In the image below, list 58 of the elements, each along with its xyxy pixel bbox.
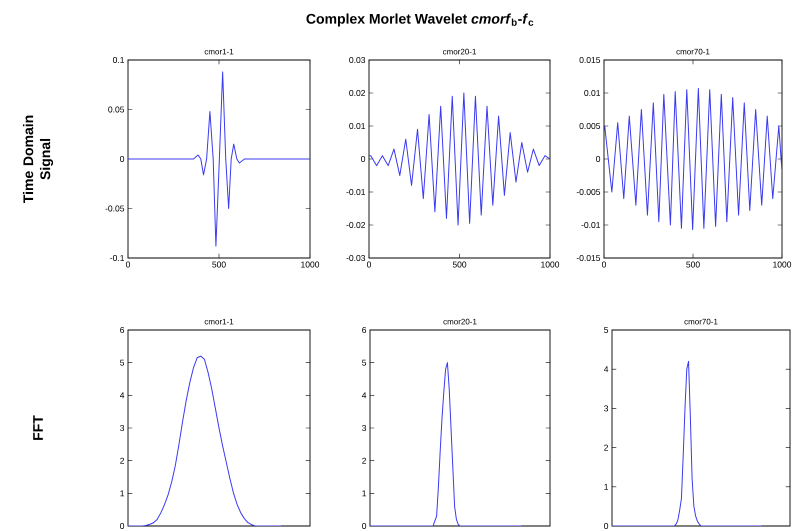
x-tick-label: 1000 — [773, 262, 792, 268]
y-tick-label: 0.05 — [108, 106, 124, 113]
y-tick-label: 0.01 — [584, 90, 600, 96]
y-tick-label: 0.1 — [112, 56, 124, 64]
y-tick-label: 0 — [361, 156, 366, 162]
y-tick-label: 2 — [604, 444, 608, 451]
y-tick-label: 3 — [120, 425, 124, 432]
y-tick-label: 3 — [362, 425, 366, 432]
y-tick-label: -0.05 — [105, 205, 124, 212]
chart-title: cmor1-1 — [204, 318, 234, 324]
y-tick-label: 4 — [604, 366, 608, 372]
chart-title: cmor1-1 — [204, 48, 234, 54]
x-tick-label: 1000 — [301, 262, 320, 268]
y-tick-label: -0.01 — [581, 222, 600, 228]
y-tick-label: 6 — [120, 327, 124, 334]
chart-title: cmor70-1 — [676, 48, 710, 54]
chart-title: cmor20-1 — [443, 318, 477, 324]
y-tick-label: 5 — [362, 360, 366, 366]
line-series — [369, 92, 550, 226]
y-tick-label: 0 — [596, 156, 600, 162]
y-tick-label: 5 — [120, 360, 124, 366]
y-tick-label: 0 — [604, 523, 608, 530]
y-tick-label: 0 — [120, 156, 124, 162]
y-tick-label: -0.02 — [346, 222, 366, 228]
y-tick-label: 1 — [120, 490, 124, 496]
y-tick-label: 0.02 — [349, 90, 366, 96]
chart-title: cmor70-1 — [684, 318, 718, 324]
y-tick-label: 6 — [362, 327, 366, 334]
y-tick-label: -0.015 — [576, 254, 600, 261]
y-axis-title: Time Domain Signal — [22, 116, 54, 204]
y-tick-label: 0.015 — [580, 57, 600, 64]
x-tick-label: 1000 — [541, 262, 560, 268]
y-tick-label: 0.03 — [349, 57, 366, 64]
y-tick-label: 4 — [120, 392, 124, 398]
x-tick-label: 0 — [366, 262, 372, 268]
x-tick-label: 500 — [452, 262, 466, 268]
y-tick-label: 2 — [362, 458, 366, 464]
y-tick-label: 2 — [120, 458, 124, 464]
y-tick-label: 0.01 — [349, 123, 366, 130]
y-tick-label: 4 — [362, 392, 366, 398]
text: Complex Morlet Wavelet cmorf$_{b}$-f$_{c}$ — [306, 13, 534, 27]
line-series — [604, 88, 782, 230]
y-tick-label: -0.005 — [576, 188, 600, 196]
y-tick-label: 3 — [604, 405, 608, 412]
y-tick-label: 1 — [604, 484, 608, 490]
y-tick-label: 5 — [604, 327, 608, 333]
y-tick-label: 0 — [120, 523, 124, 530]
y-tick-label: -0.1 — [110, 254, 124, 261]
y-tick-label: -0.03 — [346, 254, 366, 261]
chart-title: cmor20-1 — [442, 48, 476, 54]
y-tick-label: -0.01 — [346, 189, 366, 196]
x-tick-label: 500 — [686, 262, 700, 268]
y-tick-label: 0.005 — [580, 122, 600, 130]
x-tick-label: 500 — [212, 262, 226, 268]
y-tick-label: 0 — [362, 523, 366, 530]
y-tick-label: 1 — [362, 490, 366, 496]
x-tick-label: 0 — [126, 262, 130, 268]
y-axis-title: FFT — [33, 415, 43, 440]
